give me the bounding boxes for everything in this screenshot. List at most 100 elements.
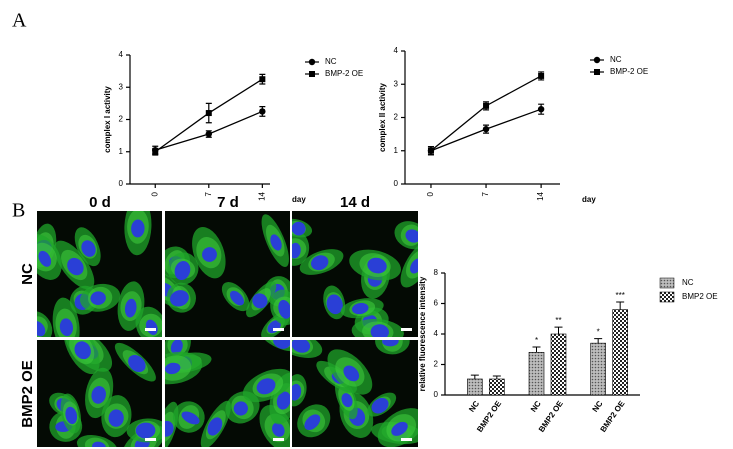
micrograph	[292, 211, 418, 337]
scale-bar	[401, 438, 412, 441]
marker	[482, 125, 490, 133]
nucleus	[351, 302, 369, 315]
error-bar	[594, 338, 603, 344]
x-axis-label: day	[582, 195, 596, 204]
y-tick-label: 3	[394, 79, 399, 88]
legend-marker	[594, 69, 600, 75]
x-tick-label: 0	[150, 191, 159, 196]
nucleus	[145, 319, 158, 335]
y-tick-label: 8	[434, 268, 439, 277]
x-tick-label: 14	[536, 191, 545, 200]
legend-marker	[593, 56, 601, 64]
micrograph	[292, 340, 418, 447]
x-tick-label: 7	[204, 191, 213, 196]
legend-label: BMP-2 OE	[610, 67, 648, 76]
error-bar	[554, 326, 563, 334]
nucleus	[233, 401, 248, 416]
nucleus	[405, 229, 418, 243]
marker	[259, 108, 266, 115]
legend-label: NC	[610, 55, 622, 64]
nucleus	[292, 221, 306, 236]
nucleus	[38, 250, 52, 267]
row-label: NC	[19, 263, 36, 285]
nucleus	[170, 290, 189, 307]
y-tick-label: 1	[394, 146, 399, 155]
y-tick-label: 2	[434, 360, 439, 369]
scale-bar	[273, 438, 284, 441]
cells	[292, 218, 418, 337]
y-tick-label: 3	[119, 82, 124, 91]
nucleus	[74, 341, 91, 360]
marker	[483, 102, 490, 109]
scale-bar	[145, 328, 156, 331]
nucleus	[391, 421, 408, 436]
micrograph	[165, 340, 290, 447]
legend-swatch	[659, 277, 675, 289]
bar-label: NC	[591, 399, 605, 414]
legend-label: BMP-2 OE	[325, 69, 363, 78]
microscopy-grid	[37, 211, 418, 447]
column-label: 7 d	[217, 194, 239, 211]
scale-bar	[145, 438, 156, 441]
nucleus	[292, 383, 302, 401]
nucleus	[370, 324, 389, 337]
bar	[467, 378, 483, 396]
nucleus	[382, 340, 399, 347]
nucleus	[272, 422, 285, 437]
y-tick-label: 4	[394, 46, 399, 55]
y-tick-label: 0	[119, 179, 124, 188]
panel-label: A	[12, 10, 27, 32]
y-tick-label: 4	[434, 329, 439, 338]
legend-label: NC	[682, 278, 694, 287]
bar-label: NC	[529, 399, 543, 414]
line	[430, 75, 542, 152]
significance: *	[597, 328, 600, 337]
legend-label: NC	[325, 57, 337, 66]
error-bar	[532, 346, 541, 353]
nucleus	[165, 420, 174, 437]
nucleus	[37, 320, 46, 337]
marker	[205, 130, 212, 138]
significance: ***	[615, 291, 624, 300]
nucleus	[91, 386, 106, 404]
nucleus	[108, 409, 124, 427]
column-label: 14 d	[340, 194, 370, 211]
bar	[550, 333, 567, 396]
column-label: 0 d	[89, 194, 111, 211]
nucleus	[341, 393, 353, 408]
nucleus	[181, 411, 200, 425]
y-tick-label: 0	[394, 179, 399, 188]
nucleus	[367, 257, 387, 274]
nucleus	[81, 240, 96, 257]
error-bar	[470, 374, 479, 379]
micrograph	[165, 211, 290, 337]
nucleus	[371, 397, 389, 414]
micrograph	[37, 211, 162, 337]
nucleus	[252, 293, 268, 309]
nucleus	[278, 299, 290, 319]
nucleus	[292, 242, 301, 259]
legend-marker	[308, 58, 316, 66]
nucleus	[256, 378, 276, 395]
nucleus	[67, 257, 84, 276]
legend-label: BMP2 OE	[682, 292, 718, 301]
nucleus	[343, 365, 360, 382]
nucleus	[124, 298, 137, 318]
y-tick-label: 2	[119, 115, 124, 124]
bar	[489, 378, 505, 396]
x-tick-label: 0	[426, 191, 435, 196]
scale-bar	[401, 328, 412, 331]
y-tick-label: 2	[394, 113, 399, 122]
row-label: BMP2 OE	[19, 360, 36, 428]
nucleus	[165, 362, 181, 375]
nucleus	[131, 219, 145, 238]
y-axis-label: complex I activity	[103, 86, 112, 153]
x-tick-label: 14	[257, 191, 266, 200]
cells	[49, 340, 162, 447]
bar-label: NC	[467, 399, 481, 414]
y-tick-label: 6	[434, 299, 439, 308]
bar	[528, 351, 545, 396]
nucleus	[170, 340, 183, 355]
scale-bar	[273, 328, 284, 331]
